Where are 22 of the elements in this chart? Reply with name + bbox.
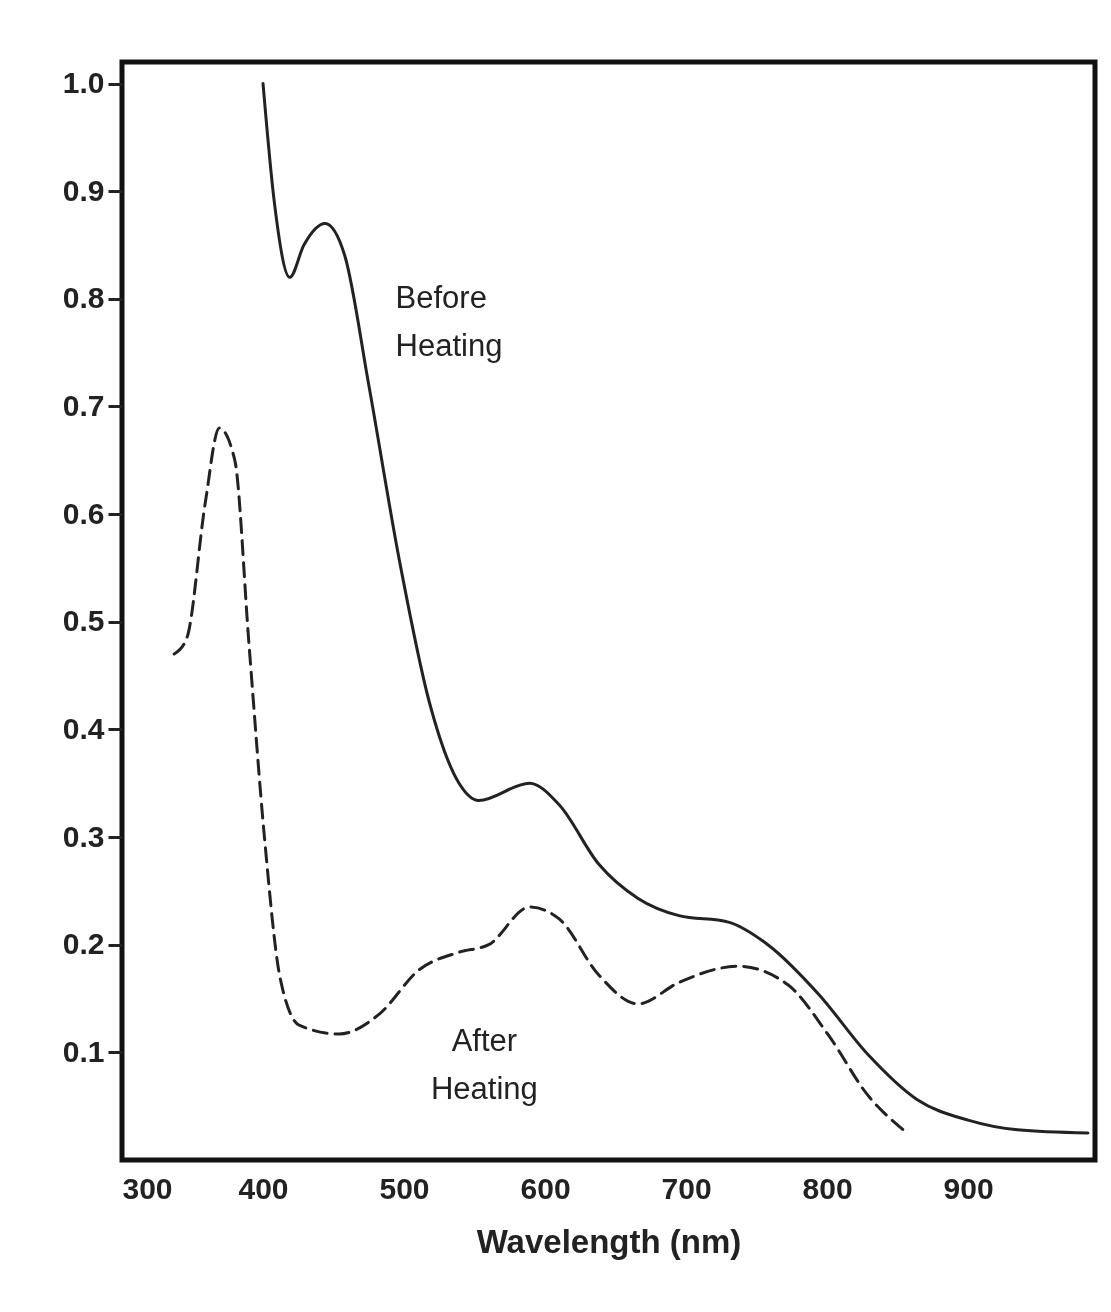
y-tick-label: 0.2	[62, 927, 105, 961]
x-tick-label: 800	[802, 1171, 853, 1205]
line-series	[172, 426, 905, 1132]
y-tick-label: 0.1	[62, 1034, 105, 1068]
x-tick-label: 500	[379, 1171, 430, 1205]
y-tick-label: 0.8	[62, 281, 105, 315]
x-tick-label: 900	[943, 1171, 994, 1205]
y-tick-label: 0.3	[62, 819, 105, 853]
series-label: Before Heating	[395, 279, 503, 363]
line-series	[261, 82, 1090, 1135]
y-tick-label: 1.0	[62, 66, 105, 100]
x-tick-label: 600	[520, 1171, 571, 1205]
y-tick-label: 0.9	[62, 173, 105, 207]
x-tick-label: 300	[122, 1171, 173, 1205]
y-tick-label: 0.7	[62, 388, 105, 422]
x-tick-label: 400	[238, 1171, 289, 1205]
y-tick-label: 0.6	[62, 496, 105, 530]
x-tick-label: 700	[661, 1171, 712, 1205]
series-label: After Heating	[430, 1022, 538, 1106]
y-tick-label: 0.4	[62, 711, 105, 745]
x-axis-title: Wavelength (nm)	[476, 1222, 742, 1260]
y-tick-label: 0.5	[62, 604, 105, 638]
